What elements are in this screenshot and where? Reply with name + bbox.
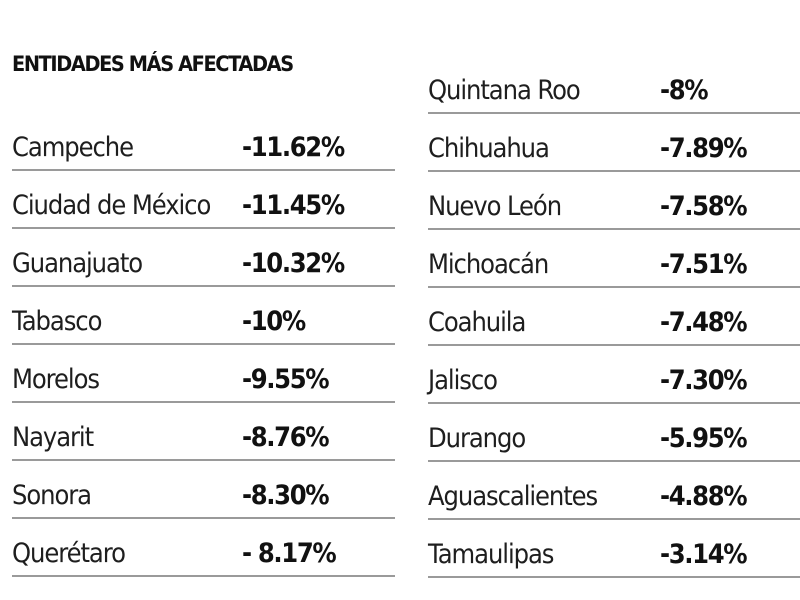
state-percentage: -8.30% — [242, 480, 330, 511]
table-row: Querétaro - 8.17% — [12, 519, 395, 577]
state-name: Quintana Roo — [428, 75, 581, 106]
table-row: Quintana Roo -8% — [428, 56, 800, 114]
table-row: Michoacán -7.51% — [428, 230, 800, 288]
table-row: Jalisco -7.30% — [428, 346, 800, 404]
table-row: Chihuahua -7.89% — [428, 114, 800, 172]
state-percentage: - 8.17% — [242, 538, 337, 569]
table-row: Nayarit -8.76% — [12, 403, 395, 461]
state-name: Morelos — [12, 364, 100, 395]
state-name: Tamaulipas — [428, 539, 554, 570]
state-name: Sonora — [12, 480, 92, 511]
state-percentage: -11.62% — [242, 132, 345, 163]
table-row: Campeche -11.62% — [12, 113, 395, 171]
state-name: Aguascalientes — [428, 481, 598, 512]
table-row: Morelos -9.55% — [12, 345, 395, 403]
table-row: Tabasco -10% — [12, 287, 395, 345]
state-percentage: -10% — [242, 306, 306, 337]
state-name: Coahuila — [428, 307, 526, 338]
table-row: Aguascalientes -4.88% — [428, 462, 800, 520]
left-column: Campeche -11.62% Ciudad de México -11.45… — [12, 113, 395, 577]
state-percentage: -9.55% — [242, 364, 330, 395]
state-name: Campeche — [12, 132, 134, 163]
state-percentage: -8% — [660, 75, 709, 106]
table-row: Nuevo León -7.58% — [428, 172, 800, 230]
state-name: Durango — [428, 423, 526, 454]
state-percentage: -7.58% — [660, 191, 748, 222]
table-row: Tamaulipas -3.14% — [428, 520, 800, 578]
state-name: Jalisco — [428, 365, 498, 396]
state-name: Michoacán — [428, 249, 549, 280]
state-percentage: -7.89% — [660, 133, 748, 164]
state-percentage: -5.95% — [660, 423, 748, 454]
table-row: Ciudad de México -11.45% — [12, 171, 395, 229]
right-column: Quintana Roo -8% Chihuahua -7.89% Nuevo … — [428, 56, 800, 578]
state-name: Nayarit — [12, 422, 94, 453]
table-row: Guanajuato -10.32% — [12, 229, 395, 287]
state-percentage: -7.30% — [660, 365, 748, 396]
table-row: Coahuila -7.48% — [428, 288, 800, 346]
state-percentage: -4.88% — [660, 481, 748, 512]
state-percentage: -10.32% — [242, 248, 345, 279]
state-name: Guanajuato — [12, 248, 143, 279]
table-title: ENTIDADES MÁS AFECTADAS — [12, 52, 294, 76]
state-percentage: -3.14% — [660, 539, 748, 570]
state-percentage: -11.45% — [242, 190, 345, 221]
state-name: Tabasco — [12, 306, 102, 337]
state-name: Nuevo León — [428, 191, 562, 222]
state-name: Ciudad de México — [12, 190, 211, 221]
state-percentage: -7.51% — [660, 249, 748, 280]
state-name: Chihuahua — [428, 133, 550, 164]
state-percentage: -8.76% — [242, 422, 330, 453]
table-row: Sonora -8.30% — [12, 461, 395, 519]
table-row: Durango -5.95% — [428, 404, 800, 462]
state-percentage: -7.48% — [660, 307, 748, 338]
state-name: Querétaro — [12, 538, 126, 569]
